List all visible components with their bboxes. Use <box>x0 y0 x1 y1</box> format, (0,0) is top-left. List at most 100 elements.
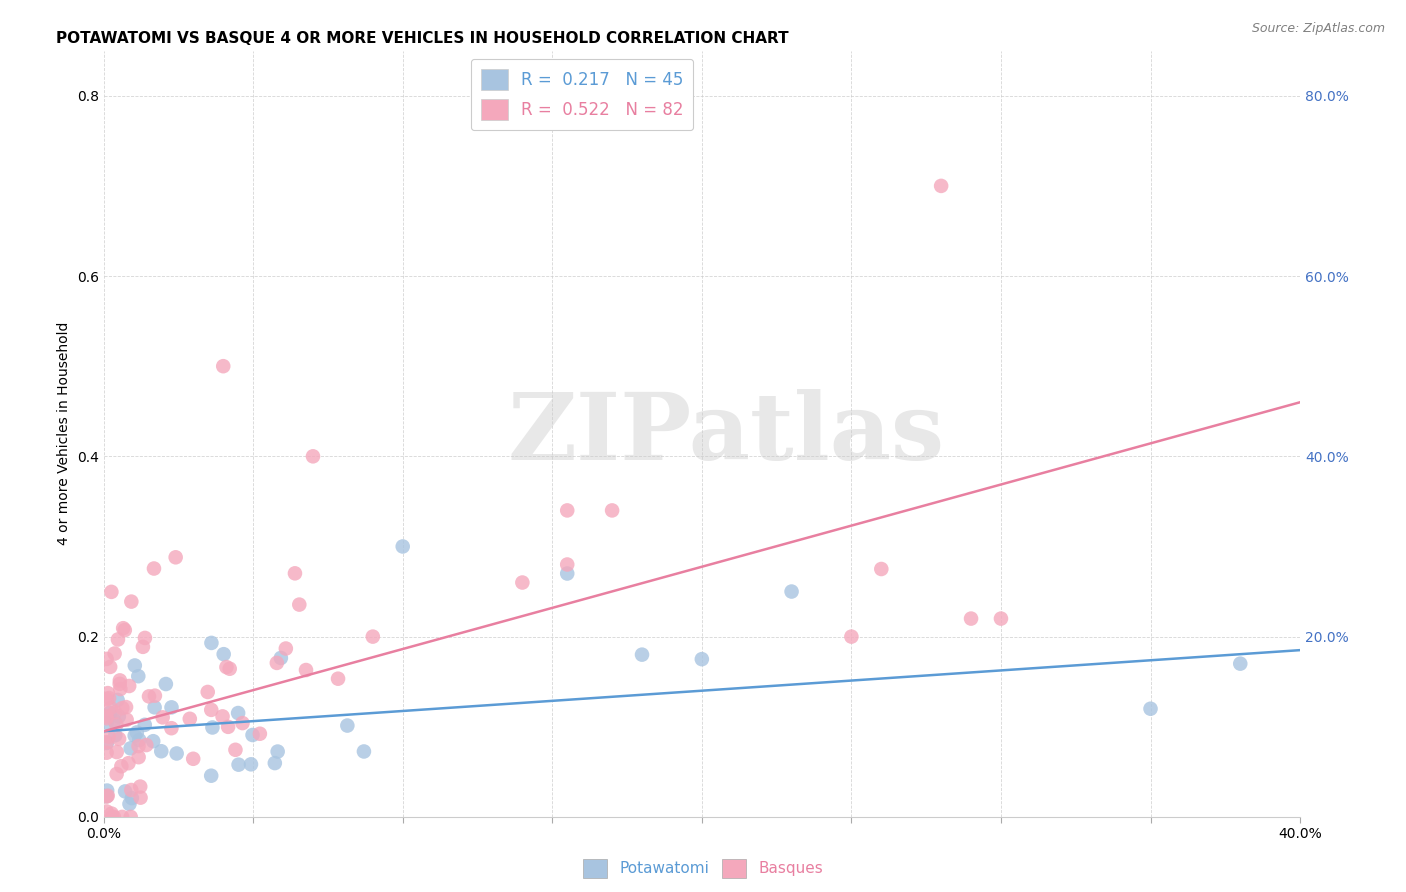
Point <box>160 700 183 714</box>
Point <box>132 640 155 654</box>
Point <box>631 648 654 662</box>
Point <box>242 728 264 742</box>
Point <box>107 693 129 707</box>
Point <box>336 718 359 732</box>
Point <box>96 692 118 706</box>
Point <box>143 561 166 575</box>
Point <box>108 677 131 691</box>
Point <box>135 738 157 752</box>
Point <box>111 810 134 824</box>
Point <box>217 720 239 734</box>
Point <box>555 566 578 581</box>
Point <box>990 611 1012 625</box>
Point <box>115 713 138 727</box>
Point <box>110 681 132 696</box>
Point <box>98 706 121 720</box>
Point <box>211 709 233 723</box>
Point <box>284 566 307 581</box>
Point <box>960 611 983 625</box>
Point <box>118 679 141 693</box>
Point <box>512 575 534 590</box>
Point <box>114 784 136 798</box>
Point <box>134 631 156 645</box>
Point <box>143 700 166 714</box>
Point <box>690 652 713 666</box>
Point <box>142 734 165 748</box>
Point <box>96 746 118 760</box>
Point <box>112 621 135 635</box>
Point <box>179 712 201 726</box>
Text: Source: ZipAtlas.com: Source: ZipAtlas.com <box>1251 22 1385 36</box>
Point <box>105 717 128 731</box>
Point <box>226 706 249 720</box>
Point <box>200 703 222 717</box>
Point <box>152 710 174 724</box>
Point <box>129 780 152 794</box>
Point <box>111 701 134 715</box>
Point <box>97 789 120 803</box>
Point <box>97 686 120 700</box>
Legend: R =  0.217   N = 45, R =  0.522   N = 82: R = 0.217 N = 45, R = 0.522 N = 82 <box>471 59 693 130</box>
Point <box>108 731 131 746</box>
Point <box>120 783 142 797</box>
Point <box>302 450 325 464</box>
Point <box>108 673 131 688</box>
Point <box>555 558 578 572</box>
Point <box>120 594 142 608</box>
Point <box>96 789 118 803</box>
Point <box>138 690 160 704</box>
Point <box>96 736 118 750</box>
Point <box>107 632 129 647</box>
Point <box>143 689 166 703</box>
Text: POTAWATOMI VS BASQUE 4 OR MORE VEHICLES IN HOUSEHOLD CORRELATION CHART: POTAWATOMI VS BASQUE 4 OR MORE VEHICLES … <box>56 31 789 46</box>
Point <box>96 805 118 819</box>
Point <box>98 660 121 674</box>
Point <box>295 663 318 677</box>
Point <box>120 741 142 756</box>
Point <box>134 718 156 732</box>
Point <box>98 691 121 706</box>
Point <box>270 651 292 665</box>
Text: ZIPatlas: ZIPatlas <box>508 389 945 479</box>
Point <box>117 756 139 771</box>
Point <box>100 700 122 714</box>
Point <box>118 797 141 811</box>
Point <box>555 503 578 517</box>
Point <box>218 662 240 676</box>
Point <box>212 359 235 374</box>
Point <box>155 677 177 691</box>
Point <box>249 727 271 741</box>
Point <box>266 745 288 759</box>
Point <box>361 630 384 644</box>
Point <box>391 540 413 554</box>
Point <box>870 562 893 576</box>
Point <box>129 790 152 805</box>
Point <box>124 729 146 743</box>
Point <box>224 743 246 757</box>
Point <box>100 585 122 599</box>
Point <box>274 641 297 656</box>
Point <box>96 711 118 725</box>
Point <box>124 658 146 673</box>
Point <box>104 705 127 719</box>
Point <box>101 810 124 824</box>
Point <box>103 714 125 728</box>
Point <box>104 728 127 742</box>
Point <box>240 757 263 772</box>
Point <box>1139 702 1161 716</box>
Point <box>228 757 250 772</box>
Point <box>114 623 136 637</box>
Y-axis label: 4 or more Vehicles in Household: 4 or more Vehicles in Household <box>58 322 72 546</box>
Point <box>326 672 349 686</box>
Point <box>104 647 127 661</box>
Point <box>127 669 149 683</box>
Point <box>266 656 288 670</box>
Point <box>125 725 148 739</box>
Point <box>160 721 183 735</box>
Point <box>96 709 118 723</box>
Point <box>600 503 623 517</box>
Point <box>105 767 128 781</box>
Point <box>96 652 118 666</box>
Point <box>1229 657 1251 671</box>
Point <box>110 759 132 773</box>
